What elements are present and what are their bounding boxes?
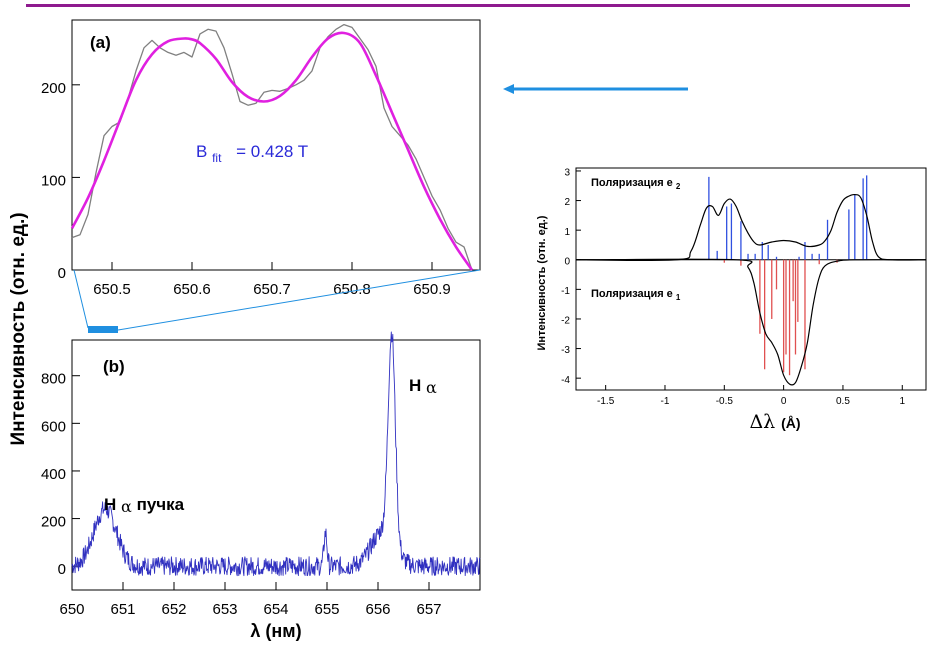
zoom-connector-left xyxy=(73,269,89,329)
x-tick-label: 651 xyxy=(110,601,135,618)
panel-b-xlabel: λ (нм) xyxy=(250,621,301,641)
panel-a-ticks: 650.5 650.6 650.7 650.8 650.9 0 100 200 xyxy=(41,80,451,298)
bfit-subscript: fit xyxy=(212,151,222,165)
y-tick-label: 0 xyxy=(564,256,570,267)
legend-e2-text: Поляризация e xyxy=(591,177,673,189)
legend-e2: Поляризация e 2 xyxy=(591,177,681,191)
halpha-label: H α xyxy=(409,376,437,397)
x-tick-label: 650 xyxy=(59,601,84,618)
y-tick-label: 800 xyxy=(41,371,66,388)
x-tick-label: 650.9 xyxy=(413,281,451,298)
halpha-beam-h: H xyxy=(104,495,116,514)
arrow-head xyxy=(503,84,514,94)
x-tick-label: 650.7 xyxy=(253,281,291,298)
y-axis-label: Интенсивность (отн. ед.) xyxy=(8,212,29,445)
y-tick-label: -4 xyxy=(561,375,570,386)
panel-b-label: (b) xyxy=(103,357,125,376)
y-tick-label: 200 xyxy=(41,80,66,97)
x-tick-label: 655 xyxy=(314,601,339,618)
series-spectrum-line xyxy=(71,331,481,577)
panel-a: 650.5 650.6 650.7 650.8 650.9 0 100 200 (a) B f… xyxy=(41,19,481,298)
x-tick-label: 650.5 xyxy=(93,281,131,298)
y-tick-label: -3 xyxy=(561,345,570,356)
y-tick-label: 200 xyxy=(41,514,66,531)
x-tick-label: 657 xyxy=(416,601,441,618)
panel-b-ticks: 650 651 652 653 654 655 656 657 0 200 400 600 800 xyxy=(41,371,442,618)
panel-c-ylabel: Интенсивность (отн. ед.) xyxy=(536,215,548,350)
x-tick-label: -1.5 xyxy=(597,396,615,407)
panel-a-frame xyxy=(71,19,481,271)
x-tick-label: -1 xyxy=(661,396,670,407)
y-tick-label: 600 xyxy=(41,418,66,435)
x-tick-label: 653 xyxy=(212,601,237,618)
y-tick-label: 1 xyxy=(564,227,570,238)
x-tick-label: 652 xyxy=(161,601,186,618)
panel-c-xlabel-main: Δλ xyxy=(749,411,775,433)
left-arrow-icon xyxy=(503,84,688,94)
x-tick-label: 656 xyxy=(365,601,390,618)
legend-e2-sub: 2 xyxy=(676,182,681,191)
top-rule xyxy=(26,4,910,7)
bfit-value: = 0.428 T xyxy=(236,142,308,161)
panel-a-series xyxy=(70,23,474,271)
panel-c-xlabel: Δλ (Å) xyxy=(749,411,800,433)
halpha-beam-alpha: α xyxy=(121,497,132,516)
zoom-marker xyxy=(88,326,118,333)
y-tick-label: 400 xyxy=(41,466,66,483)
halpha-beam-label: H α пучка xyxy=(104,495,185,516)
x-tick-label: 650.6 xyxy=(173,281,211,298)
y-tick-label: 0 xyxy=(58,561,66,578)
y-tick-label: -1 xyxy=(561,286,570,297)
panel-a-label: (a) xyxy=(90,33,111,52)
y-tick-label: 0 xyxy=(58,265,66,282)
halpha-h: H xyxy=(409,376,421,395)
panel-c-ticks: -1.5 -1 -0.5 0 0.5 1 -4 -3 -2 -1 0 1 2 3 xyxy=(561,168,905,407)
panel-c-frame xyxy=(575,167,927,391)
x-tick-label: 0 xyxy=(781,396,787,407)
x-tick-label: 650.8 xyxy=(333,281,371,298)
halpha-alpha: α xyxy=(426,378,437,397)
panel-b: 650 651 652 653 654 655 656 657 0 200 400 600 800 (b… xyxy=(41,331,481,641)
x-tick-label: 654 xyxy=(263,601,288,618)
zoom-connector-right xyxy=(117,269,481,331)
series-envelope-e2 xyxy=(575,193,927,262)
halpha-beam-tail: пучка xyxy=(137,495,185,514)
series-fit-line xyxy=(70,31,474,271)
y-tick-label: 2 xyxy=(564,197,570,208)
panel-c: -1.5 -1 -0.5 0 0.5 1 -4 -3 -2 -1 0 1 2 3 Интенсивност… xyxy=(536,167,927,433)
y-tick-label: 3 xyxy=(564,168,570,179)
x-tick-label: 0.5 xyxy=(836,396,850,407)
y-tick-label: -2 xyxy=(561,316,570,327)
panel-c-xlabel-unit: (Å) xyxy=(781,415,800,431)
panel-b-series xyxy=(71,331,481,577)
bfit-annotation: B fit = 0.428 T xyxy=(196,142,308,166)
bfit-symbol: B xyxy=(196,142,207,161)
panel-c-series xyxy=(575,175,927,386)
legend-e1-text: Поляризация e xyxy=(591,288,673,300)
legend-e1: Поляризация e 1 xyxy=(591,288,681,302)
series-envelope-e1 xyxy=(575,258,927,386)
y-tick-label: 100 xyxy=(41,172,66,189)
legend-e1-sub: 1 xyxy=(676,293,681,302)
x-tick-label: -0.5 xyxy=(716,396,734,407)
x-tick-label: 1 xyxy=(899,396,905,407)
